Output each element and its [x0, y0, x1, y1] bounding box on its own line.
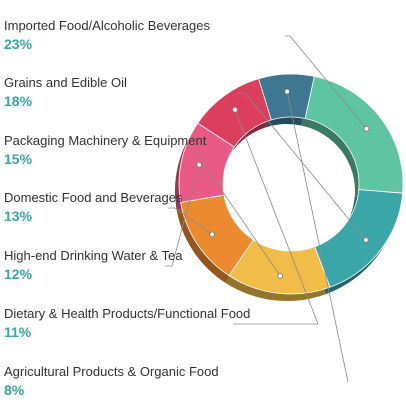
leader-line-packaging-machinery-equipment [188, 150, 281, 277]
leader-dot-high-end-drinking-water-tea [196, 162, 202, 168]
percent-label: 12% [4, 266, 33, 282]
leader-line-grains-and-edible-oil [238, 92, 367, 241]
category-label: High-end Drinking Water & Tea [4, 248, 183, 263]
label-imported-food: Imported Food/Alcoholic Beverages 23% [4, 18, 210, 52]
slice-agricultural-products-organic-food [258, 73, 315, 121]
label-domestic-food: Domestic Food and Beverages 13% [4, 190, 182, 224]
leader-dots [196, 88, 370, 279]
percent-label: 23% [4, 36, 33, 52]
leader-dot-packaging-machinery-equipment [277, 273, 284, 279]
percent-label: 8% [4, 382, 25, 398]
label-health-products: Dietary & Health Products/Functional Foo… [4, 306, 250, 340]
leader-dot-grains-and-edible-oil [363, 237, 369, 243]
category-label: Imported Food/Alcoholic Beverages [4, 18, 210, 33]
category-label: Grains and Edible Oil [4, 75, 127, 90]
leader-line-imported-food-alcoholic-beverages [285, 35, 367, 130]
donut-slices [178, 73, 404, 295]
category-label: Agricultural Products & Organic Food [4, 364, 219, 379]
category-label: Domestic Food and Beverages [4, 190, 183, 205]
leader-dot-agricultural-products-organic-food [284, 88, 290, 95]
label-packaging-machinery: Packaging Machinery & Equipment 15% [4, 133, 206, 167]
leader-dot-dietary-health-products-functional-food [232, 106, 238, 113]
label-agricultural-products: Agricultural Products & Organic Food 8% [4, 364, 219, 398]
percent-label: 13% [4, 208, 33, 224]
category-label: Dietary & Health Products/Functional Foo… [4, 306, 251, 321]
percent-label: 11% [4, 324, 32, 340]
leader-line-agricultural-products-organic-food [286, 91, 349, 383]
leader-line-dietary-health-products-functional-food [233, 109, 319, 325]
leader-line-domestic-food-and-beverages [168, 207, 213, 235]
leader-line-high-end-drinking-water-tea [165, 164, 200, 267]
category-label: Packaging Machinery & Equipment [4, 133, 207, 148]
leader-dot-domestic-food-and-beverages [209, 231, 216, 238]
percent-label: 15% [4, 151, 33, 167]
percent-label: 18% [4, 93, 33, 109]
leader-dot-imported-food-alcoholic-beverages [363, 126, 370, 132]
leader-lines [165, 35, 367, 383]
label-drinking-water-tea: High-end Drinking Water & Tea 12% [4, 248, 182, 282]
label-grains-oil: Grains and Edible Oil 18% [4, 75, 127, 109]
